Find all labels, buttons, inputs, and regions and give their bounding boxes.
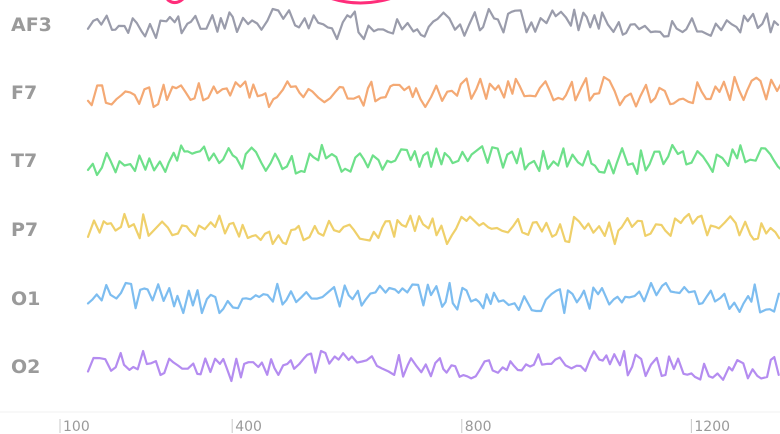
channel-label-af3: AF3	[11, 14, 52, 36]
series-lines	[86, 7, 780, 383]
x-tick-label-1200: 1200	[694, 419, 730, 434]
series-line-p7	[86, 212, 780, 246]
channel-label-o2: O2	[11, 356, 40, 378]
x-tick-label-100: 100	[63, 419, 90, 434]
header-accent-stroke	[166, 0, 391, 5]
channel-labels: AF3 F7 T7 P7 O1 O2	[11, 14, 52, 378]
series-line-af3	[86, 7, 780, 41]
series-line-o2	[86, 349, 780, 383]
series-line-o1	[86, 281, 780, 315]
channel-label-t7: T7	[11, 150, 37, 172]
x-tick-label-800: 800	[465, 419, 492, 434]
series-line-f7	[86, 75, 780, 109]
channel-label-o1: O1	[11, 288, 40, 310]
x-axis: 100 400 800 1200	[59, 419, 730, 434]
channel-label-p7: P7	[11, 219, 38, 241]
channel-label-f7: F7	[11, 82, 37, 104]
x-tick-label-400: 400	[235, 419, 262, 434]
series-line-t7	[86, 143, 780, 177]
